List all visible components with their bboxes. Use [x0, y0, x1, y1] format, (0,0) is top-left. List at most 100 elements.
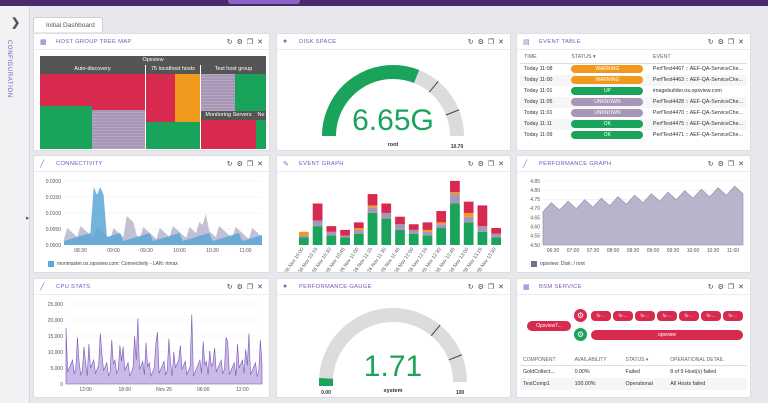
bsm-host-node[interactable]: fo-...	[635, 311, 655, 321]
bar-segment[interactable]	[381, 212, 392, 219]
col-status[interactable]: STATUS ▾	[567, 51, 649, 64]
bar-segment[interactable]	[450, 203, 460, 245]
gear-icon[interactable]: ⚙	[477, 283, 484, 291]
gear-icon[interactable]: ⚙	[717, 38, 724, 46]
bsm-component-icon[interactable]: ⚙	[574, 309, 587, 322]
bar-segment[interactable]	[312, 220, 323, 227]
bar-segment[interactable]	[367, 205, 378, 208]
gear-icon[interactable]: ⚙	[477, 38, 484, 46]
refresh-icon[interactable]: ↻	[226, 283, 233, 291]
treemap-cell[interactable]	[92, 110, 145, 149]
bar-segment[interactable]	[491, 233, 501, 238]
treemap-group-label[interactable]: 75 localhost hosts	[146, 65, 200, 74]
bar-segment[interactable]	[463, 216, 474, 223]
bar-segment[interactable]	[422, 231, 433, 236]
treemap-cell[interactable]	[40, 74, 92, 106]
close-icon[interactable]: ✕	[498, 283, 504, 291]
bar-segment[interactable]	[381, 203, 392, 213]
bar-segment[interactable]	[367, 212, 378, 245]
copy-icon[interactable]: ❐	[727, 283, 735, 291]
refresh-icon[interactable]: ↻	[707, 38, 714, 46]
bar-segment[interactable]	[367, 194, 378, 206]
col-status[interactable]: STATUS ▾	[622, 355, 668, 366]
refresh-icon[interactable]: ↻	[707, 160, 714, 168]
copy-icon[interactable]: ❐	[246, 38, 254, 46]
bsm-host-node[interactable]: fo-...	[591, 311, 611, 321]
close-icon[interactable]: ✕	[498, 160, 504, 168]
expand-sidebar-icon[interactable]: ❯	[11, 17, 21, 29]
gear-icon[interactable]: ⚙	[236, 283, 243, 291]
col-detail[interactable]: OPERATIONAL DETAIL	[667, 355, 747, 366]
copy-icon[interactable]: ❐	[487, 38, 495, 46]
bar-segment[interactable]	[340, 235, 350, 238]
bar-segment[interactable]	[381, 218, 392, 245]
bsm-host-node[interactable]: fo-...	[613, 311, 633, 321]
table-row[interactable]: Today 11:05 UNKNOWN PerfTest4428 :: AEF-QA…	[520, 96, 747, 108]
treemap-root-label[interactable]: Opsview	[40, 56, 266, 65]
table-row[interactable]: GoldCollect... 0.00% Failed 8 of 9 Host(s) …	[520, 366, 747, 378]
close-icon[interactable]: ✕	[257, 38, 263, 46]
chart-legend[interactable]: opsview: Disk: / root	[531, 261, 585, 267]
bar-segment[interactable]	[450, 194, 460, 204]
treemap-cell[interactable]	[201, 120, 256, 149]
treemap-group-label[interactable]: Test host group	[201, 65, 266, 74]
table-row[interactable]: Today 11:11 OK PerfTest4475 :: AEF-QA-Serv…	[520, 118, 747, 130]
bar-segment[interactable]	[408, 229, 419, 234]
table-row[interactable]: Today 11:01 UNKNOWN PerfTest4470 :: AEF-QA…	[520, 108, 747, 119]
table-row[interactable]: Today 11:01 UP imagebuilder.os.opsview.com	[520, 86, 747, 97]
bsm-host-node[interactable]: fo-...	[679, 311, 699, 321]
sidebar-label[interactable]: CONFIGURATION	[6, 40, 12, 98]
close-icon[interactable]: ✕	[257, 160, 263, 168]
bar-segment[interactable]	[422, 229, 433, 232]
bar-segment[interactable]	[477, 231, 488, 245]
copy-icon[interactable]: ❐	[727, 38, 735, 46]
bar-segment[interactable]	[436, 222, 447, 225]
treemap-cell[interactable]	[92, 74, 145, 110]
treemap-cell[interactable]	[146, 122, 200, 149]
col-event[interactable]: EVENT	[648, 51, 747, 64]
gear-icon[interactable]: ⚙	[717, 160, 724, 168]
treemap-group-label[interactable]: Ne	[256, 111, 266, 120]
bar-segment[interactable]	[367, 207, 378, 213]
copy-icon[interactable]: ❐	[487, 283, 495, 291]
bar-segment[interactable]	[436, 224, 447, 229]
treemap-cell[interactable]	[235, 74, 266, 111]
close-icon[interactable]: ✕	[738, 160, 744, 168]
bar-segment[interactable]	[463, 201, 474, 213]
table-row[interactable]: Today 11:09 OK PerfTest4471 :: AEF-QA-Serv…	[520, 130, 747, 141]
bsm-host-node[interactable]: fo-...	[701, 311, 721, 321]
treemap-group-label[interactable]: Monitoring Servers	[201, 111, 256, 120]
bsm-service-node[interactable]: opsview	[591, 330, 743, 340]
bar-segment[interactable]	[422, 222, 433, 230]
copy-icon[interactable]: ❐	[487, 160, 495, 168]
bar-segment[interactable]	[312, 226, 323, 245]
bar-segment[interactable]	[353, 228, 364, 230]
bar-segment[interactable]	[353, 229, 364, 234]
close-icon[interactable]: ✕	[738, 283, 744, 291]
bar-segment[interactable]	[477, 205, 488, 227]
bar-segment[interactable]	[463, 212, 474, 217]
bar-segment[interactable]	[299, 237, 309, 245]
bar-segment[interactable]	[326, 235, 337, 245]
bar-segment[interactable]	[340, 229, 350, 236]
bsm-host-node[interactable]: fo-...	[723, 311, 743, 321]
close-icon[interactable]: ✕	[498, 38, 504, 46]
table-row[interactable]: TestComp1 100.00% Operational All Hosts fai…	[520, 377, 747, 390]
bsm-component-icon[interactable]: ⚙	[574, 328, 587, 341]
dashboard-tab[interactable]: Initial Dashboard	[33, 17, 103, 32]
refresh-icon[interactable]: ↻	[707, 283, 714, 291]
bar-segment[interactable]	[491, 228, 501, 234]
bar-segment[interactable]	[395, 216, 405, 225]
collapse-handle-icon[interactable]: ▸	[26, 215, 30, 222]
col-availability[interactable]: AVAILABILITY	[571, 355, 623, 366]
copy-icon[interactable]: ❐	[727, 160, 735, 168]
bsm-node-main[interactable]: OpsviewT...	[527, 321, 571, 331]
col-component[interactable]: COMPONENT	[520, 355, 572, 366]
bar-segment[interactable]	[340, 237, 350, 245]
chart-legend[interactable]: monmaster.os.opsview.com: Connectivity -…	[48, 261, 178, 267]
bar-segment[interactable]	[436, 228, 447, 245]
table-row[interactable]: Today 11:08 WARNING PerfTest4467 :: AEF-QA…	[520, 64, 747, 75]
treemap-group-label[interactable]: Auto-discovery	[40, 65, 145, 74]
bar-segment[interactable]	[491, 237, 501, 245]
refresh-icon[interactable]: ↻	[226, 160, 233, 168]
